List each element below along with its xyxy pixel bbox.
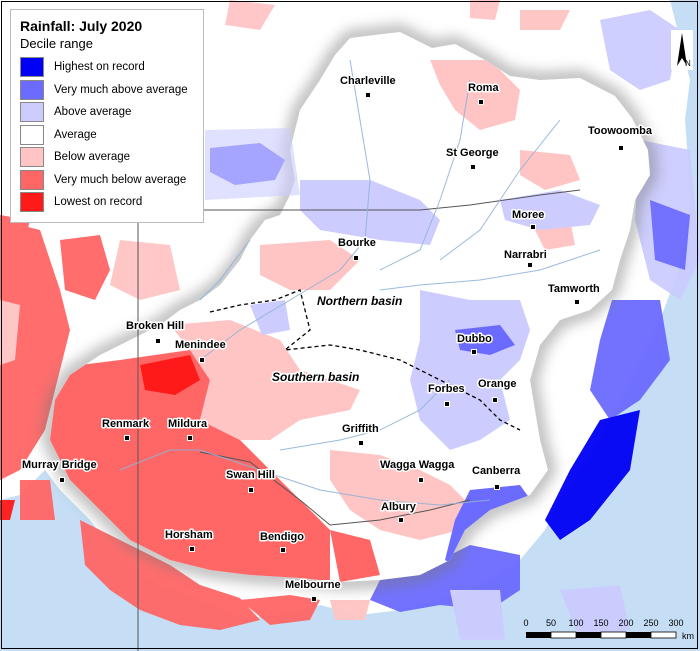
scale-tick: 300 xyxy=(668,618,684,628)
legend-items: Highest on record Very much above average… xyxy=(20,56,194,214)
legend-item: Average xyxy=(20,124,194,147)
town-label: Narrabri xyxy=(504,249,547,261)
state-borders xyxy=(137,189,581,651)
town-marker xyxy=(199,357,205,363)
town-marker xyxy=(618,145,624,151)
scale-tick: 250 xyxy=(643,618,659,628)
north-arrow-icon: N xyxy=(677,33,691,68)
town-label: Swan Hill xyxy=(226,469,275,481)
town-label: Griffith xyxy=(342,423,379,435)
scale-bar: 0 50 100 150 200 250 300 km xyxy=(510,618,700,648)
town-label: Tamworth xyxy=(548,283,600,295)
town-label: Renmark xyxy=(102,418,150,430)
town-label: Moree xyxy=(512,209,544,221)
scale-tick: 150 xyxy=(593,618,609,628)
town-label: Charleville xyxy=(340,75,396,87)
legend-swatch xyxy=(20,102,44,123)
town-label: Albury xyxy=(381,501,417,513)
legend: Rainfall: July 2020 Decile range Highest… xyxy=(10,9,204,223)
town-marker xyxy=(492,397,498,403)
legend-item: Highest on record xyxy=(20,56,194,79)
legend-label: Very much below average xyxy=(54,173,187,186)
basin-label: Southern basin xyxy=(272,370,359,384)
town-label: Menindee xyxy=(175,339,226,351)
legend-label: Above average xyxy=(54,106,132,119)
town-marker xyxy=(187,435,193,441)
town-marker xyxy=(574,299,580,305)
town-marker xyxy=(471,349,477,355)
town-label: Wagga Wagga xyxy=(380,459,455,471)
town-marker xyxy=(365,92,371,98)
legend-item: Very much above average xyxy=(20,79,194,102)
town-label: St George xyxy=(446,147,499,159)
town-label: Dubbo xyxy=(457,333,492,345)
town-marker xyxy=(470,164,476,170)
town-marker xyxy=(444,401,450,407)
town-label: Horsham xyxy=(165,529,213,541)
town-marker xyxy=(494,484,500,490)
north-label: N xyxy=(685,59,691,68)
town-marker xyxy=(311,596,317,602)
north-arrow: N xyxy=(671,30,693,70)
town-marker xyxy=(189,546,195,552)
scale-tick: 50 xyxy=(545,618,557,628)
legend-swatch xyxy=(20,147,44,168)
town-marker xyxy=(530,224,536,230)
legend-label: Very much above average xyxy=(54,83,188,96)
rivers xyxy=(119,59,601,506)
town-label: Murray Bridge xyxy=(22,459,97,471)
town-label: Mildura xyxy=(168,418,208,430)
legend-item: Above average xyxy=(20,101,194,124)
legend-swatch xyxy=(20,57,44,78)
legend-swatch xyxy=(20,79,44,100)
scale-tick: 0 xyxy=(523,618,529,628)
town-label: Toowoomba xyxy=(588,125,653,137)
legend-item: Below average xyxy=(20,146,194,169)
town-marker xyxy=(418,477,424,483)
town-label: Canberra xyxy=(472,465,521,477)
town-label: Bourke xyxy=(338,237,376,249)
legend-item: Lowest on record xyxy=(20,191,194,214)
town-marker xyxy=(353,255,359,261)
legend-swatch xyxy=(20,169,44,190)
legend-title: Rainfall: July 2020 xyxy=(20,18,143,34)
town-label: Bendigo xyxy=(260,531,304,543)
town-marker xyxy=(478,99,484,105)
legend-label: Below average xyxy=(54,151,131,164)
scale-tick: 200 xyxy=(618,618,634,628)
scale-unit: km xyxy=(682,631,694,641)
town-marker xyxy=(398,517,404,523)
town-marker xyxy=(527,262,533,268)
legend-label: Lowest on record xyxy=(54,196,143,209)
town-label: Forbes xyxy=(428,383,465,395)
town-marker xyxy=(280,547,286,553)
town-marker xyxy=(155,338,161,344)
legend-item: Very much below average xyxy=(20,169,194,192)
town-label: Broken Hill xyxy=(126,320,184,332)
town-marker xyxy=(59,477,65,483)
legend-label: Average xyxy=(54,128,97,141)
town-marker xyxy=(248,487,254,493)
basin-division-line xyxy=(209,289,521,431)
town-label: Melbourne xyxy=(285,579,341,591)
town-marker xyxy=(124,435,130,441)
legend-subtitle: Decile range xyxy=(20,36,93,51)
town-label: Roma xyxy=(468,82,499,94)
legend-swatch xyxy=(20,192,44,213)
scale-tick: 100 xyxy=(568,618,584,628)
basin-label: Northern basin xyxy=(317,294,402,308)
town-marker xyxy=(358,440,364,446)
town-label: Orange xyxy=(478,378,517,390)
legend-label: Highest on record xyxy=(54,61,145,74)
legend-swatch xyxy=(20,124,44,145)
